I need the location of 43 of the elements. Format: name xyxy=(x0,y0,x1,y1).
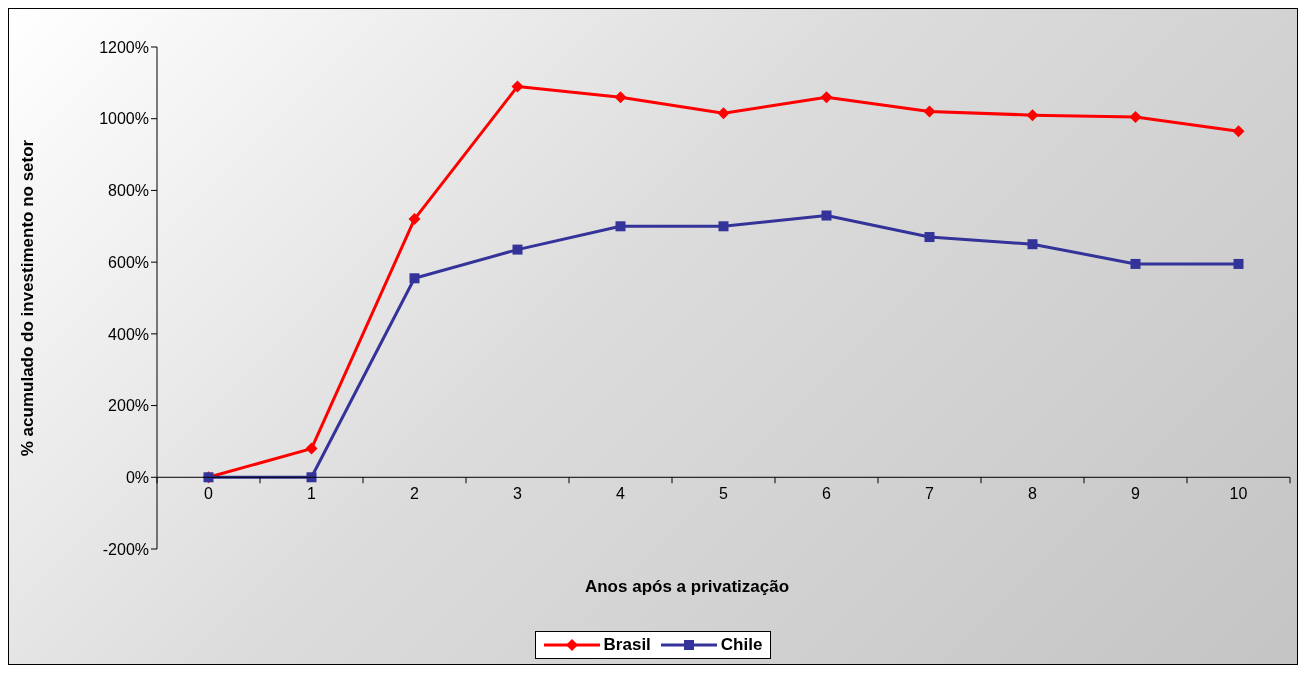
y-tick-label: 0% xyxy=(125,468,149,486)
x-axis-title: Anos após a privatização xyxy=(583,577,791,597)
point xyxy=(614,91,627,104)
point xyxy=(409,273,420,284)
point xyxy=(1129,110,1142,123)
point xyxy=(718,221,729,232)
point xyxy=(1027,239,1038,250)
point xyxy=(924,232,935,243)
x-tick-label: 6 xyxy=(822,485,832,503)
x-tick-label: 8 xyxy=(1028,485,1038,503)
x-tick-label: 3 xyxy=(513,485,523,503)
x-tick-label: 4 xyxy=(616,485,626,503)
point xyxy=(1233,258,1244,269)
y-tick-label: 600% xyxy=(108,253,149,271)
x-tick-label: 9 xyxy=(1131,485,1141,503)
point xyxy=(305,442,318,455)
point xyxy=(1130,258,1141,269)
y-tick-label: 1200% xyxy=(99,38,149,56)
x-tick-label: 7 xyxy=(925,485,935,503)
x-tick-label: 10 xyxy=(1229,485,1248,503)
x-tick-label: 0 xyxy=(204,485,214,503)
point xyxy=(1232,125,1245,138)
point xyxy=(512,244,523,255)
point xyxy=(615,221,626,232)
point xyxy=(821,210,832,221)
x-tick-label: 1 xyxy=(307,485,317,503)
y-axis-title: % acumulado do investimento no setor xyxy=(18,139,38,457)
point xyxy=(820,91,833,104)
point xyxy=(511,80,524,93)
point xyxy=(1026,109,1039,122)
y-tick-label: 800% xyxy=(108,182,149,200)
y-tick-label: 1000% xyxy=(99,110,149,128)
y-tick-label: 400% xyxy=(108,325,149,343)
legend-label: Brasil xyxy=(603,635,651,655)
point xyxy=(408,213,421,226)
point xyxy=(923,105,936,118)
y-tick-label: -200% xyxy=(102,540,149,558)
point xyxy=(717,107,730,120)
legend-label: Chile xyxy=(720,635,763,655)
x-tick-label: 5 xyxy=(719,485,729,503)
point xyxy=(306,472,317,483)
y-tick-label: 200% xyxy=(108,397,149,415)
x-tick-label: 2 xyxy=(410,485,420,503)
